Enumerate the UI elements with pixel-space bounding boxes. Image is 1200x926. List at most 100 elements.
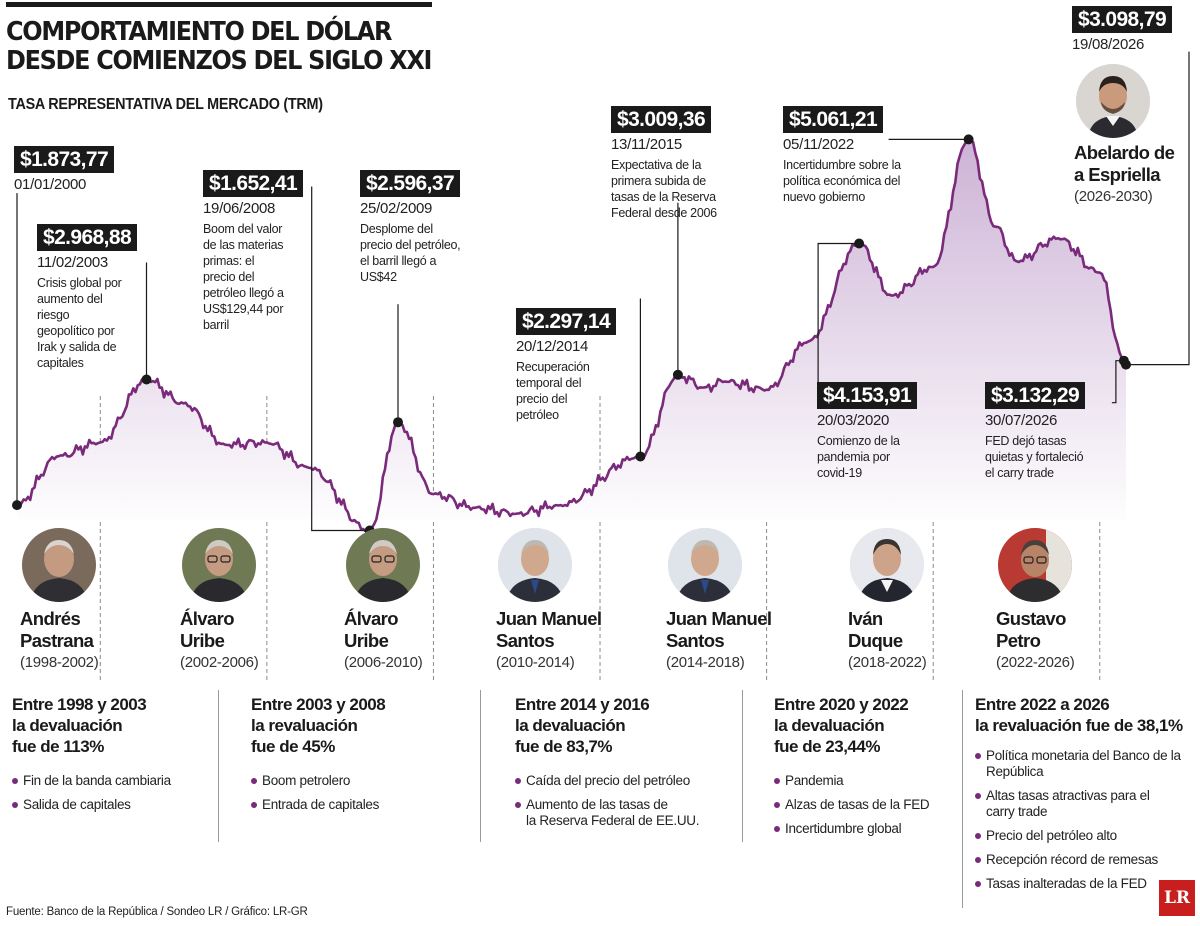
heading-line: fue de 45%	[251, 737, 335, 756]
president-term: (2010-2014)	[496, 654, 575, 671]
annotation-note: Expectativa de la primera subida de tasa…	[611, 157, 743, 221]
note-line: FED dejó tasas	[985, 434, 1067, 448]
name-line: a Espriella	[1074, 164, 1161, 185]
period-heading: Entre 2003 y 2008 la revaluación fue de …	[251, 694, 471, 757]
reason-text: República	[986, 764, 1044, 779]
name-line: Duque	[848, 630, 903, 651]
data-point	[672, 369, 683, 380]
period-2003-2008: Entre 2003 y 2008 la revaluación fue de …	[251, 694, 471, 821]
note-line: riesgo	[37, 308, 70, 322]
annotation-date: 05/11/2022	[783, 136, 854, 153]
note-line: Irak y salida de	[37, 340, 117, 354]
annotation-note: Incertidumbre sobre la política económic…	[783, 157, 925, 205]
note-line: Federal desde 2006	[611, 206, 717, 220]
portrait-icon	[22, 528, 96, 602]
period-2022-2026: Entre 2022 a 2026 la revaluación fue de …	[975, 694, 1197, 900]
note-line: temporal del	[516, 376, 582, 390]
annotation-value: $5.061,21	[783, 106, 884, 133]
portrait-icon	[1076, 64, 1150, 138]
annotation-2003: $2.968,88 11/02/2003 Crisis global por a…	[37, 224, 149, 371]
section-divider	[742, 690, 743, 842]
chart-title-line: DESDE COMIENZOS DEL SIGLO XXI	[6, 46, 432, 76]
period-2014-2016: Entre 2014 y 2016 la devaluación fue de …	[515, 694, 735, 837]
annotation-note: Crisis global por aumento del riesgo geo…	[37, 275, 149, 371]
president-name: Iván Duque	[848, 608, 998, 652]
leader-line	[1126, 51, 1190, 366]
next-president: Abelardo de a Espriella (2026-2030)	[1074, 64, 1200, 206]
annotation-value: $3.009,36	[611, 106, 712, 133]
reason-item: Aumento de las tasas de la Reserva Feder…	[515, 797, 735, 829]
portrait-icon	[998, 528, 1072, 602]
annotation-value: $2.968,88	[37, 224, 138, 251]
source-footer: Fuente: Banco de la República / Sondeo L…	[6, 906, 308, 918]
reason-list: Política monetaria del Banco de la Repúb…	[975, 748, 1197, 892]
portrait-icon	[346, 528, 420, 602]
reason-item: Política monetaria del Banco de la Repúb…	[975, 748, 1197, 780]
top-rule	[6, 2, 432, 7]
note-line: precio del	[203, 270, 255, 284]
annotation-2020: $4.153,91 20/03/2020 Comienzo de la pand…	[817, 382, 927, 481]
leader-line	[311, 186, 370, 532]
note-line: barril	[203, 318, 229, 332]
note-line: Desplome del	[360, 222, 433, 236]
avatar	[182, 528, 256, 602]
reason-list: Boom petrolero Entrada de capitales	[251, 773, 471, 813]
data-point	[963, 134, 974, 145]
reason-item: Tasas inalteradas de la FED	[975, 876, 1197, 892]
trm-area	[17, 139, 1126, 532]
reason-item: Incertidumbre global	[774, 821, 956, 837]
president-term: (1998-2002)	[20, 654, 99, 671]
section-divider	[962, 690, 963, 908]
president-name: Abelardo de a Espriella	[1074, 142, 1200, 186]
president-term: (2026-2030)	[1074, 188, 1153, 205]
name-line: Uribe	[180, 630, 225, 651]
note-line: quietas y fortaleció	[985, 450, 1084, 464]
note-line: nuevo gobierno	[783, 190, 865, 204]
annotation-value: $2.297,14	[516, 308, 617, 335]
annotation-date: 01/01/2000	[14, 176, 87, 193]
president-uribe-1: Álvaro Uribe (2002-2006)	[180, 528, 330, 672]
data-point	[393, 417, 403, 428]
annotation-value: $3.132,29	[985, 382, 1086, 409]
annotation-2009: $2.596,37 25/02/2009 Desplome del precio…	[360, 170, 480, 285]
name-line: Andrés	[20, 608, 81, 629]
reason-text: Precio del petróleo alto	[986, 828, 1117, 843]
reason-text: Caída del precio del petróleo	[526, 773, 690, 788]
portrait-icon	[182, 528, 256, 602]
annotation-date: 19/08/2026	[1072, 36, 1145, 53]
annotation-2014: $2.297,14 20/12/2014 Recuperación tempor…	[516, 308, 626, 423]
reason-text: la Reserva Federal de EE.UU.	[526, 813, 700, 828]
portrait-icon	[850, 528, 924, 602]
reason-item: Boom petrolero	[251, 773, 471, 789]
heading-line: la devaluación	[12, 716, 123, 735]
note-line: tasas de la Reserva	[611, 190, 716, 204]
heading-line: Entre 2003 y 2008	[251, 695, 386, 714]
name-line: Santos	[496, 630, 555, 651]
reason-text: Pandemia	[785, 773, 844, 788]
annotation-value: $1.873,77	[14, 146, 115, 173]
reason-item: Precio del petróleo alto	[975, 828, 1197, 844]
annotation-note: Desplome del precio del petróleo, el bar…	[360, 221, 480, 285]
period-heading: Entre 2022 a 2026 la revaluación fue de …	[975, 694, 1197, 736]
annotation-date: 25/02/2009	[360, 200, 433, 217]
note-line: Boom del valor	[203, 222, 283, 236]
heading-line: Entre 2020 y 2022	[774, 695, 909, 714]
reason-text: Alzas de tasas de la FED	[785, 797, 930, 812]
president-term: (2014-2018)	[666, 654, 745, 671]
note-line: petróleo llegó a	[203, 286, 284, 300]
reason-list: Pandemia Alzas de tasas de la FED Incert…	[774, 773, 956, 837]
reason-item: Altas tasas atractivas para el carry tra…	[975, 788, 1197, 820]
heading-line: fue de 113%	[12, 737, 104, 756]
data-point	[1121, 359, 1131, 370]
note-line: Expectativa de la	[611, 158, 702, 172]
data-point	[635, 451, 646, 462]
heading-line: Entre 2014 y 2016	[515, 695, 650, 714]
president-term: (2018-2022)	[848, 654, 927, 671]
heading-line: la devaluación	[515, 716, 626, 735]
reason-item: Pandemia	[774, 773, 956, 789]
heading-line: fue de 23,44%	[774, 737, 880, 756]
chart-title: COMPORTAMIENTO DEL DÓLAR DESDE COMIENZOS…	[6, 18, 432, 76]
name-line: Juan Manuel	[666, 608, 772, 629]
reason-item: Caída del precio del petróleo	[515, 773, 735, 789]
